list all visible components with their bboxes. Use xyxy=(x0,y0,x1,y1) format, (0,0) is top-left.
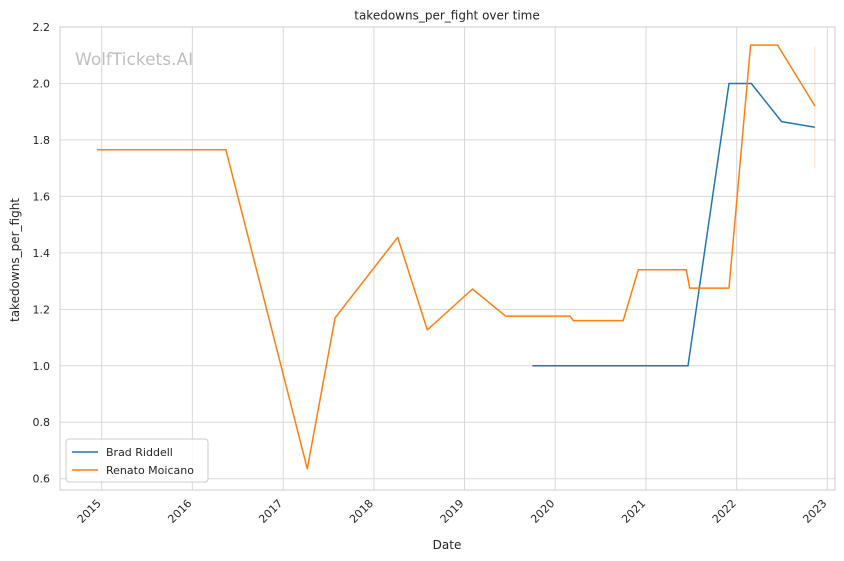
chart-title: takedowns_per_fight over time xyxy=(354,9,540,23)
y-tick-label: 0.6 xyxy=(33,473,51,486)
legend: Brad Riddell Renato Moicano xyxy=(65,438,209,483)
plot-frame xyxy=(59,26,836,491)
x-axis-label: Date xyxy=(433,538,462,552)
x-tick-label: 2019 xyxy=(438,497,467,526)
x-tick-label: 2020 xyxy=(528,497,557,526)
watermark: WolfTickets.AI xyxy=(75,50,193,70)
y-tick-label: 0.8 xyxy=(33,416,51,429)
y-tick-label: 1.2 xyxy=(33,303,51,316)
y-tick-label: 2.2 xyxy=(33,21,51,34)
grid xyxy=(60,26,835,490)
series-line-2 xyxy=(97,44,816,470)
y-tick-label: 1.6 xyxy=(33,190,51,203)
legend-label-2: Renato Moicano xyxy=(106,464,194,477)
x-axis-ticks: 2015 2016 2017 2018 2019 2020 2021 2022 2023 xyxy=(75,497,830,526)
x-tick-label: 2017 xyxy=(256,497,285,526)
series-layer xyxy=(97,44,816,470)
x-tick-label: 2015 xyxy=(75,497,104,526)
x-tick-label: 2016 xyxy=(165,497,194,526)
legend-label-1: Brad Riddell xyxy=(106,446,173,459)
x-tick-label: 2021 xyxy=(619,497,648,526)
series-line-1 xyxy=(532,82,816,367)
y-tick-label: 1.0 xyxy=(33,360,51,373)
y-tick-label: 2.0 xyxy=(33,77,51,90)
y-tick-label: 1.8 xyxy=(33,134,51,147)
y-axis-ticks: 0.6 0.8 1.0 1.2 1.4 1.6 1.8 2.0 2.2 xyxy=(33,21,51,486)
legend-box xyxy=(65,438,209,483)
x-tick-label: 2023 xyxy=(800,497,829,526)
x-tick-label: 2022 xyxy=(710,497,739,526)
y-tick-label: 1.4 xyxy=(33,247,51,260)
x-tick-label: 2018 xyxy=(347,497,376,526)
y-axis-label: takedowns_per_fight xyxy=(8,198,22,322)
